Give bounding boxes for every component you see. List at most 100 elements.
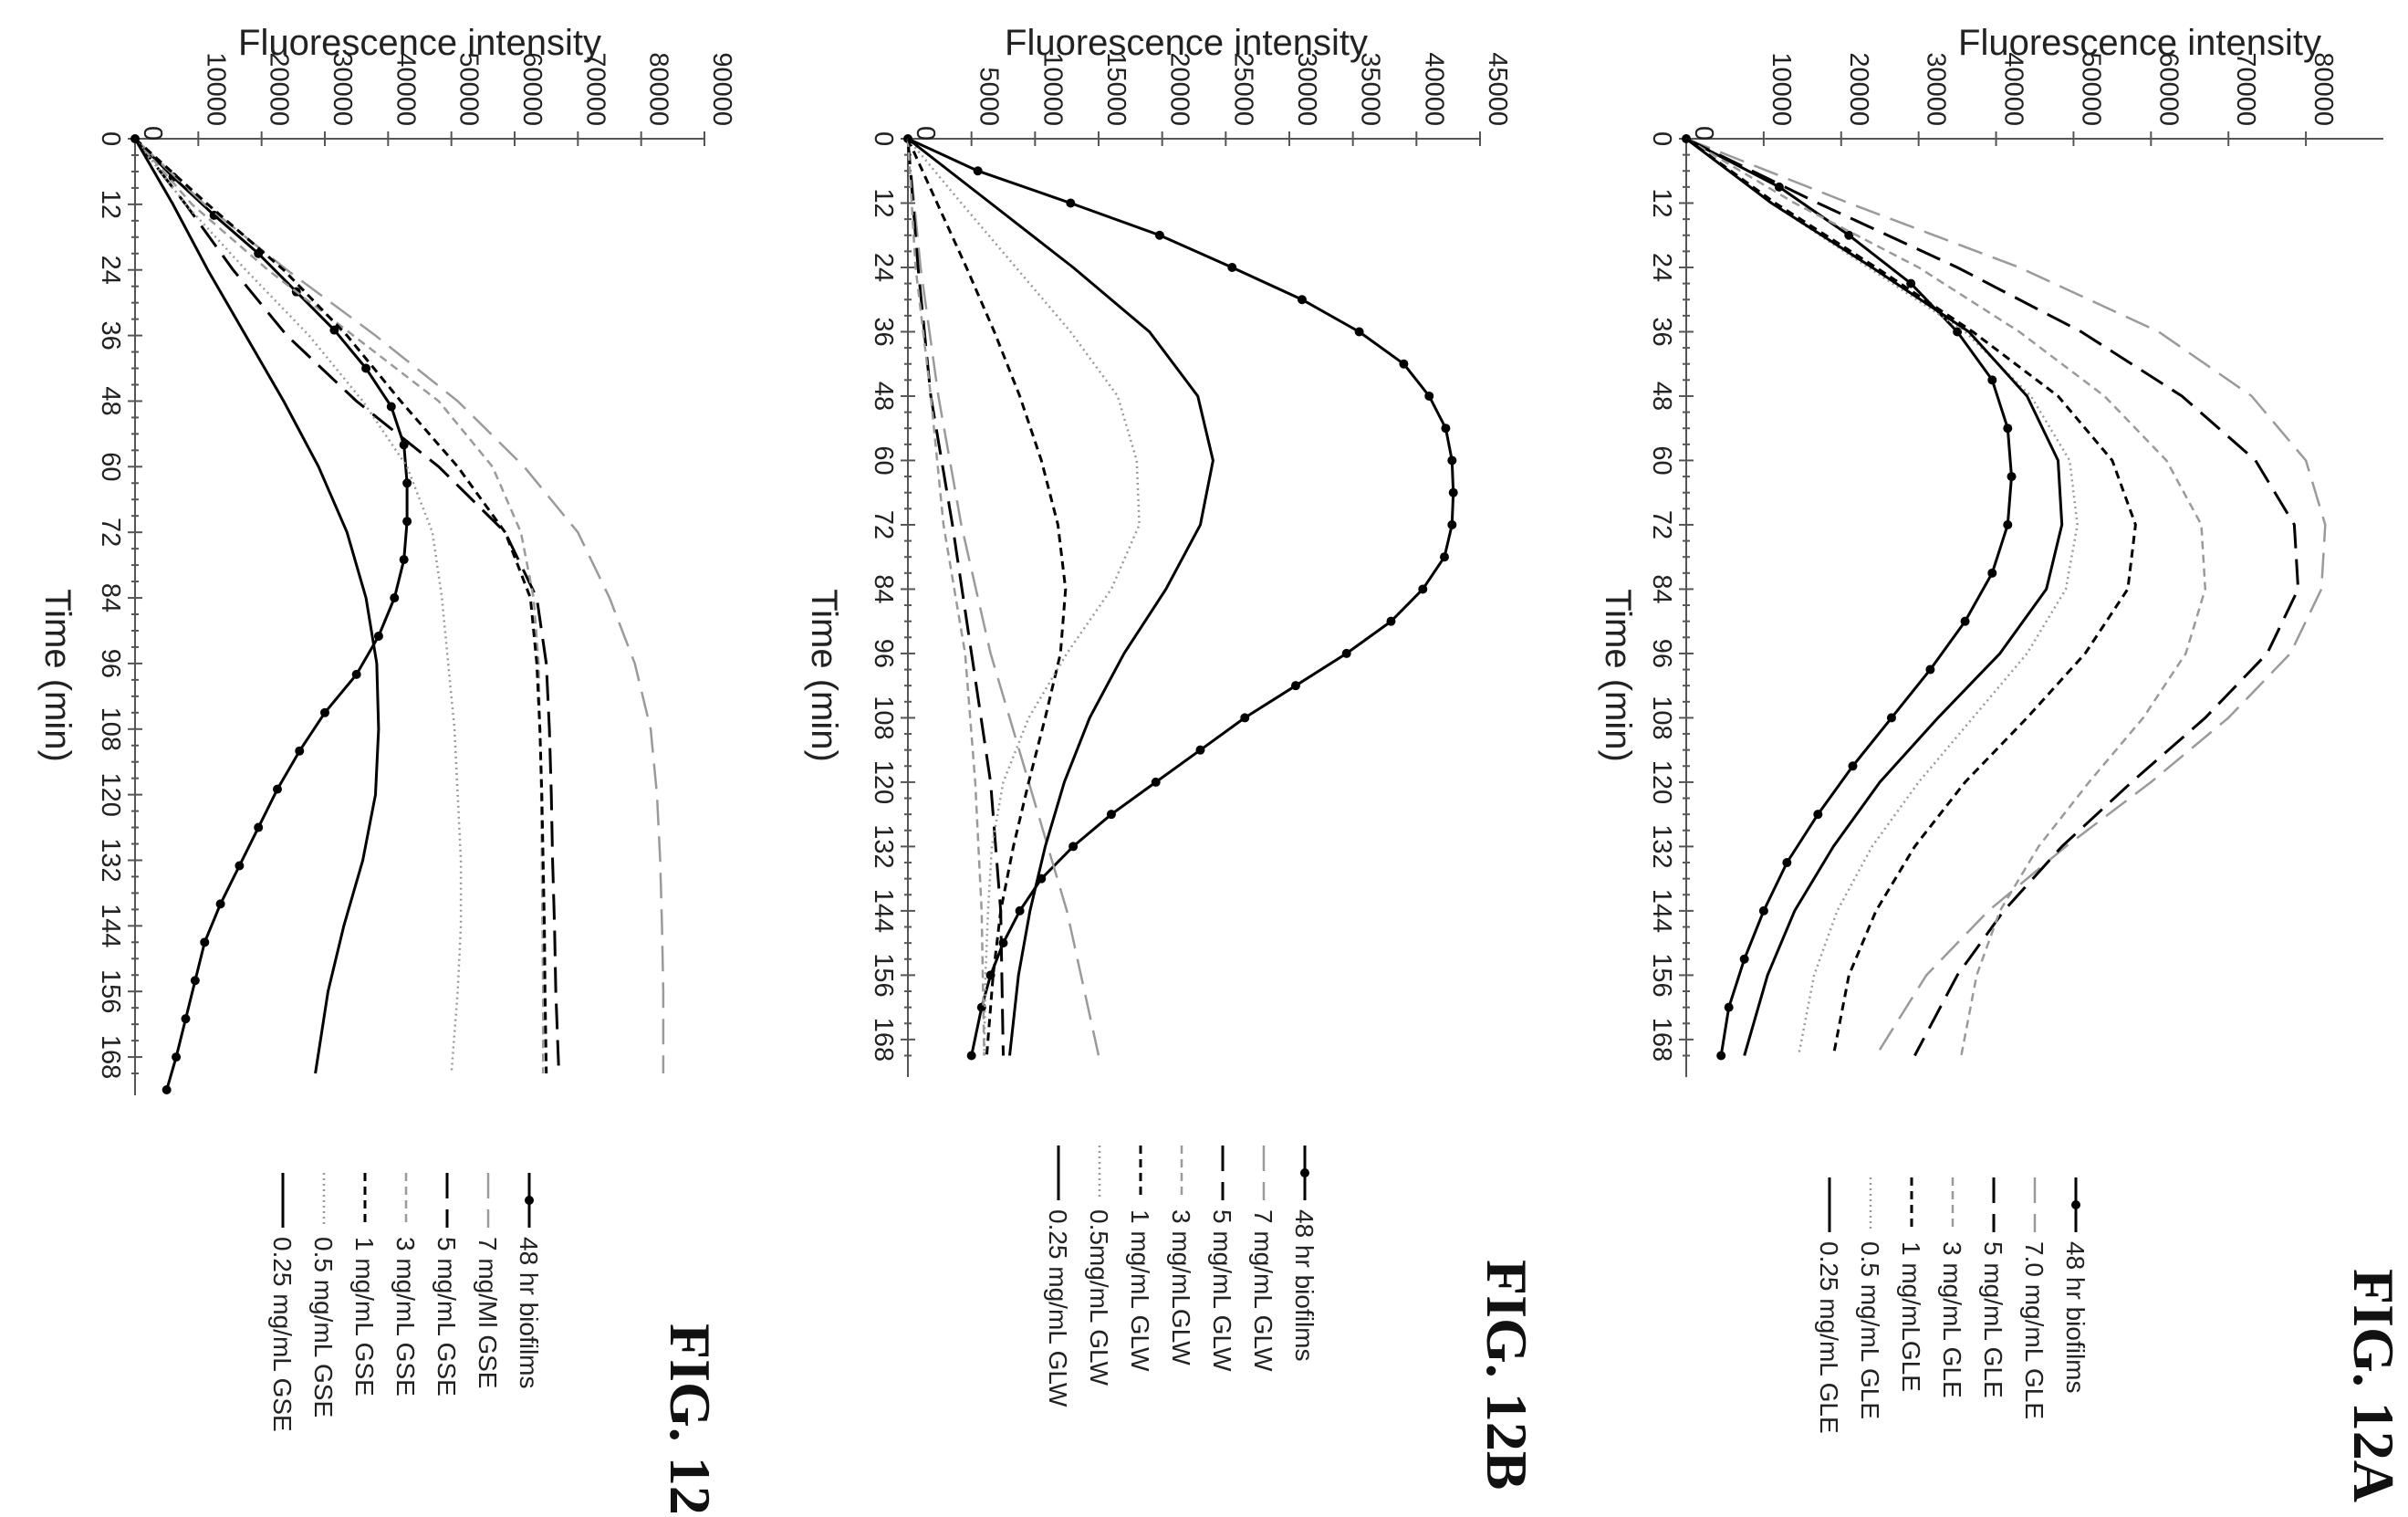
time-tick-label: 24 — [96, 256, 125, 285]
time-tick-label: 132 — [869, 824, 898, 868]
value-tick-label: 40000 — [1999, 52, 2028, 126]
value-tick-label: 40000 — [391, 52, 420, 126]
series-point — [1068, 842, 1079, 852]
series-point — [1848, 761, 1858, 771]
time-tick-label: 12 — [869, 188, 898, 217]
series-point — [985, 970, 996, 980]
time-axis-title: Time (min) — [804, 589, 844, 762]
time-tick-label: 60 — [869, 445, 898, 475]
series-point — [1716, 1051, 1726, 1061]
series-point — [402, 478, 412, 488]
series-point — [1960, 616, 1970, 626]
legend-label: 1 mg/mL GSE — [350, 1237, 379, 1397]
series-point — [2007, 472, 2017, 482]
legend-label: 3 mg/mL GSE — [391, 1237, 420, 1397]
value-tick-label: 10000 — [201, 52, 230, 126]
series-line-2 — [134, 138, 665, 1073]
series-point — [1341, 648, 1351, 658]
value-tick-label: 45000 — [1483, 52, 1512, 126]
figure-label: FIG. 12B — [1475, 1260, 1539, 1490]
series-line-3 — [133, 138, 560, 1074]
series-point — [1758, 905, 1768, 915]
series-point — [1724, 1002, 1734, 1012]
series-line-5 — [906, 138, 1068, 1056]
series-point — [215, 899, 225, 909]
value-tick-label: 80000 — [2309, 52, 2338, 126]
series-point — [361, 363, 371, 373]
value-tick-label: 80000 — [644, 52, 673, 126]
series-point — [329, 325, 339, 335]
time-tick-label: 168 — [1647, 1018, 1676, 1062]
series-point — [973, 166, 983, 176]
series-point — [1953, 327, 1963, 337]
legend-marker — [2071, 1200, 2080, 1209]
figure-label: FIG. 12C — [658, 1323, 723, 1517]
legend-label: 3 mg/mL GLE — [1938, 1241, 1966, 1398]
series-point — [1813, 810, 1823, 820]
time-tick-label: 48 — [96, 386, 125, 415]
series-line-6 — [907, 138, 1141, 1056]
legend-label: 5 mg/mL GSE — [433, 1237, 461, 1397]
series-point — [1290, 681, 1300, 691]
value-tick-label: 40000 — [1419, 52, 1448, 126]
time-tick-label: 12 — [1647, 188, 1676, 217]
series-line-4 — [906, 138, 985, 1056]
series-point — [168, 172, 178, 182]
time-tick-label: 0 — [1647, 131, 1676, 146]
series-point — [373, 631, 383, 641]
time-axis-title: Time (min) — [37, 589, 78, 762]
series-point — [181, 1014, 191, 1024]
time-tick-label: 156 — [1647, 953, 1676, 997]
series-line-7 — [907, 137, 1214, 1056]
time-tick-label: 120 — [1647, 760, 1676, 804]
time-tick-label: 132 — [1647, 824, 1676, 868]
series-line-7 — [133, 138, 380, 1074]
time-tick-label: 84 — [869, 574, 898, 603]
legend-label: 48 hr biofilms — [515, 1237, 543, 1389]
legend-label: 48 hr biofilms — [2061, 1241, 2090, 1394]
time-tick-label: 168 — [96, 1035, 125, 1079]
series-line-6 — [134, 138, 463, 1074]
series-point — [235, 861, 245, 871]
time-tick-label: 60 — [1647, 445, 1676, 475]
chart-panel-1: 0 10000 20000 30000 40000 50000 60000 70000 8000… — [1598, 23, 2406, 1502]
series-point — [386, 402, 396, 412]
series-line-3 — [1685, 137, 2300, 1057]
series-point — [399, 440, 409, 450]
legend-label: 7.0 mg/mL GLE — [2020, 1241, 2048, 1419]
time-tick-label: 48 — [869, 382, 898, 411]
value-tick-label: 20000 — [1844, 52, 1873, 126]
time-tick-label: 12 — [96, 190, 125, 219]
series-point — [1439, 552, 1449, 562]
time-tick-label: 0 — [96, 131, 125, 146]
time-tick-label: 144 — [96, 904, 125, 947]
value-tick-label: 20000 — [265, 52, 294, 126]
value-tick-label: 60000 — [2153, 52, 2183, 126]
value-axis-title: Fluorescence intensity — [1005, 23, 1368, 63]
series-line-4 — [1685, 137, 2207, 1056]
series-point — [1354, 327, 1364, 337]
series-point — [1774, 182, 1784, 192]
time-tick-label: 96 — [1647, 639, 1676, 668]
time-tick-label: 108 — [96, 707, 125, 751]
legend-label: 0.25 mg/mL GLE — [1815, 1241, 1843, 1434]
series-point — [190, 976, 200, 986]
series-point — [172, 1052, 182, 1062]
time-tick-label: 156 — [96, 969, 125, 1013]
legend-label: 0.5 mg/mL GSE — [309, 1237, 338, 1418]
chart-panel-2: 0 5000 10000 15000 20000 25000 30000 35000 40000… — [804, 23, 1539, 1490]
series-line-7 — [1685, 137, 2064, 1056]
time-tick-label: 36 — [96, 320, 125, 350]
time-tick-label: 24 — [869, 253, 898, 282]
value-axis-title: Fluorescence intensity — [1958, 23, 2321, 63]
value-tick-label: 60000 — [517, 52, 547, 126]
value-tick-label: 10000 — [1037, 52, 1067, 126]
time-tick-label: 144 — [869, 889, 898, 933]
series-point — [273, 784, 282, 794]
value-tick-label: 50000 — [454, 52, 484, 126]
series-point — [1195, 745, 1205, 755]
legend-label: 1 mg/mLGLE — [1897, 1241, 1925, 1392]
legend-label: 1 mg/mL GLW — [1126, 1209, 1154, 1372]
value-tick-label: 35000 — [1356, 52, 1385, 126]
